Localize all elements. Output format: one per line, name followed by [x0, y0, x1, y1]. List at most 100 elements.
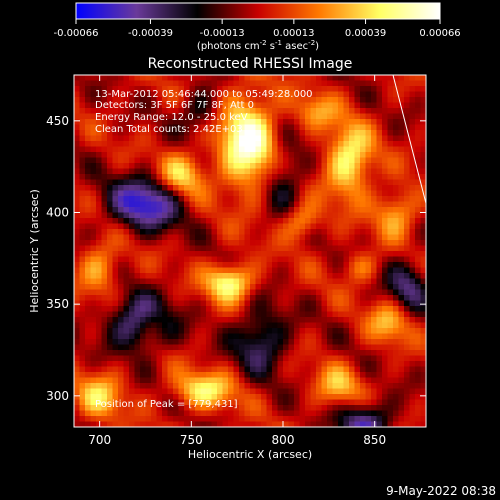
- heatmap-cell: [420, 366, 426, 373]
- heatmap-cell: [112, 229, 119, 235]
- heatmap-cell: [134, 207, 141, 213]
- heatmap-cell: [134, 388, 141, 395]
- heatmap-cell: [387, 135, 394, 142]
- heatmap-cell: [107, 372, 113, 378]
- heatmap-cell: [228, 306, 234, 312]
- heatmap-cell: [206, 113, 212, 120]
- heatmap-cell: [409, 86, 416, 92]
- heatmap-cell: [398, 163, 405, 169]
- heatmap-cell: [398, 394, 405, 400]
- heatmap-cell: [151, 157, 157, 164]
- heatmap-cell: [151, 300, 157, 307]
- heatmap-cell: [145, 361, 152, 367]
- heatmap-cell: [118, 223, 124, 230]
- heatmap-cell: [343, 388, 350, 395]
- heatmap-cell: [266, 190, 273, 197]
- heatmap-cell: [156, 80, 163, 87]
- heatmap-cell: [398, 124, 405, 131]
- heatmap-cell: [74, 97, 80, 103]
- heatmap-cell: [283, 366, 289, 373]
- heatmap-cell: [222, 322, 229, 329]
- heatmap-cell: [343, 355, 350, 362]
- heatmap-cell: [244, 388, 251, 395]
- heatmap-cell: [327, 344, 333, 351]
- heatmap-cell: [321, 201, 328, 208]
- heatmap-cell: [189, 201, 196, 208]
- heatmap-cell: [167, 130, 174, 136]
- heatmap-cell: [310, 234, 317, 241]
- heatmap-cell: [112, 355, 119, 362]
- heatmap-cell: [123, 179, 130, 186]
- heatmap-cell: [101, 383, 108, 389]
- heatmap-cell: [145, 102, 152, 109]
- heatmap-cell: [420, 410, 426, 417]
- heatmap-cell: [233, 174, 240, 180]
- heatmap-cell: [129, 421, 135, 427]
- heatmap-cell: [79, 190, 86, 197]
- heatmap-cell: [255, 399, 262, 406]
- heatmap-cell: [321, 102, 328, 109]
- heatmap-cell: [79, 245, 86, 252]
- heatmap-cell: [283, 306, 289, 312]
- heatmap-cell: [343, 91, 350, 98]
- heatmap-cell: [404, 355, 410, 362]
- heatmap-cell: [376, 328, 383, 334]
- heatmap-cell: [343, 223, 350, 230]
- heatmap-cell: [217, 185, 223, 191]
- heatmap-cell: [420, 218, 426, 224]
- heatmap-cell: [338, 421, 344, 427]
- heatmap-cell: [415, 388, 421, 395]
- heatmap-cell: [195, 361, 201, 367]
- heatmap-cell: [134, 234, 141, 241]
- heatmap-cell: [101, 366, 108, 373]
- heatmap-cell: [310, 328, 317, 334]
- heatmap-cell: [354, 91, 361, 98]
- heatmap-cell: [360, 355, 366, 362]
- heatmap-cell: [250, 317, 256, 323]
- heatmap-cell: [371, 86, 377, 92]
- heatmap-cell: [228, 229, 234, 235]
- heatmap-cell: [96, 218, 102, 224]
- heatmap-cell: [266, 416, 273, 422]
- heatmap-cell: [184, 339, 190, 345]
- heatmap-cell: [305, 212, 311, 219]
- heatmap-cell: [398, 410, 405, 417]
- heatmap-cell: [415, 207, 421, 213]
- heatmap-cell: [90, 135, 97, 142]
- heatmap-cell: [321, 355, 328, 362]
- heatmap-cell: [74, 190, 80, 197]
- heatmap-cell: [129, 157, 135, 164]
- heatmap-cell: [299, 377, 306, 384]
- heatmap-cell: [250, 278, 256, 285]
- heatmap-cell: [162, 306, 168, 312]
- heatmap-cell: [206, 394, 212, 400]
- heatmap-cell: [382, 311, 388, 318]
- heatmap-cell: [195, 80, 201, 87]
- heatmap-cell: [415, 317, 421, 323]
- heatmap-cell: [90, 328, 97, 334]
- heatmap-cell: [332, 168, 339, 175]
- heatmap-cell: [415, 190, 421, 197]
- heatmap-cell: [217, 361, 223, 367]
- heatmap-cell: [217, 328, 223, 334]
- heatmap-cell: [217, 350, 223, 356]
- heatmap-cell: [250, 262, 256, 268]
- heatmap-cell: [222, 421, 229, 427]
- heatmap-cell: [343, 124, 350, 131]
- heatmap-cell: [206, 185, 212, 191]
- heatmap-cell: [244, 256, 251, 263]
- heatmap-cell: [288, 163, 295, 169]
- heatmap-cell: [151, 201, 157, 208]
- heatmap-cell: [266, 179, 273, 186]
- heatmap-cell: [272, 295, 278, 301]
- heatmap-cell: [277, 75, 284, 81]
- heatmap-cell: [409, 394, 416, 400]
- heatmap-cell: [409, 240, 416, 246]
- heatmap-cell: [398, 201, 405, 208]
- heatmap-cell: [360, 339, 366, 345]
- heatmap-cell: [134, 163, 141, 169]
- heatmap-cell: [261, 91, 267, 98]
- heatmap-cell: [332, 234, 339, 241]
- heatmap-cell: [415, 355, 421, 362]
- heatmap-cell: [415, 229, 421, 235]
